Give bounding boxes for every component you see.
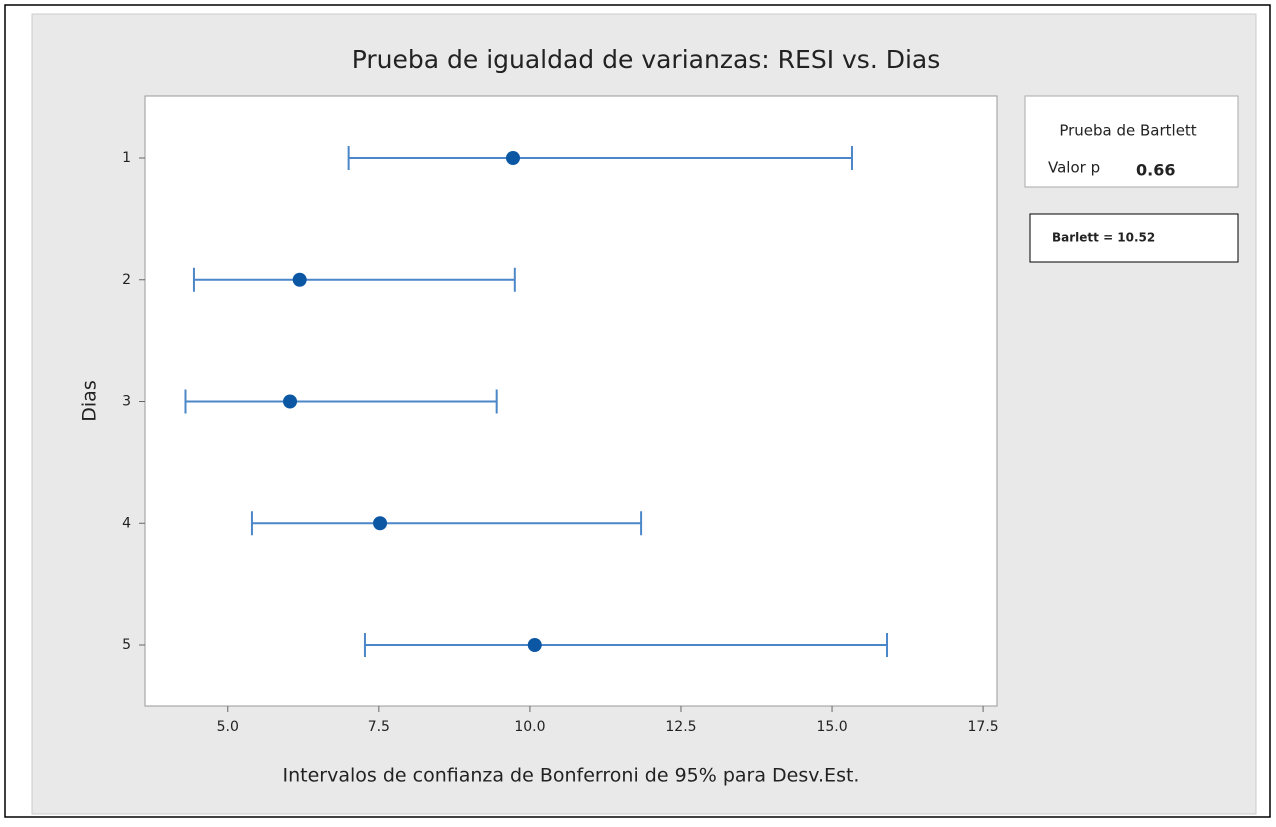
point xyxy=(373,516,388,531)
annotation-box xyxy=(1029,213,1239,263)
x-tick-label: 17.5 xyxy=(968,719,999,735)
chart-title: Prueba de igualdad de varianzas: RESI vs… xyxy=(352,45,941,74)
y-tick-label: 3 xyxy=(122,394,131,410)
y-tick-label: 2 xyxy=(122,272,131,288)
legend-title: Prueba de Bartlett xyxy=(1059,122,1196,140)
legend-box xyxy=(1024,95,1239,188)
y-axis-label: Dias xyxy=(79,380,101,421)
point xyxy=(505,151,520,165)
x-tick-label: 10.0 xyxy=(514,719,545,735)
y-tick-label: 4 xyxy=(122,515,131,531)
point xyxy=(292,272,307,287)
x-tick-label: 7.5 xyxy=(368,719,390,735)
point xyxy=(527,638,542,652)
legend-value: 0.66 xyxy=(1136,161,1175,180)
annotation: Barlett = 10.52 xyxy=(1052,231,1155,245)
x-tick-label: 15.0 xyxy=(816,719,847,735)
point xyxy=(283,394,298,409)
x-axis-label: Intervalos de confianza de Bonferroni de… xyxy=(283,765,860,787)
x-tick-label: 12.5 xyxy=(665,719,696,735)
y-tick-label: 1 xyxy=(122,150,131,166)
y-tick-label: 5 xyxy=(122,637,131,653)
x-tick-label: 5.0 xyxy=(217,719,239,735)
legend-label: Valor p xyxy=(1048,159,1100,177)
